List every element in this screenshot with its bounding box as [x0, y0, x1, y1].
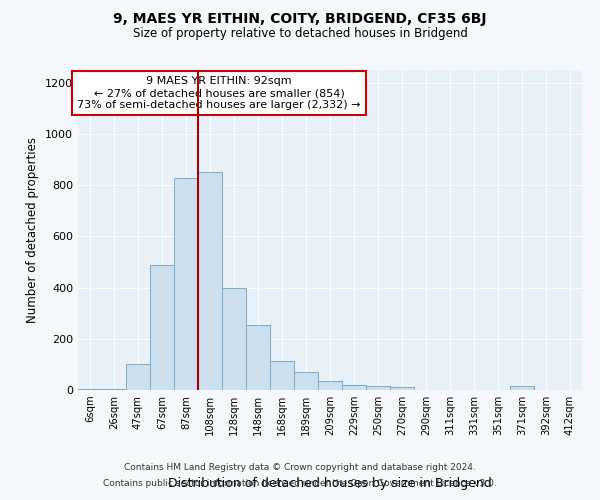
- Text: Size of property relative to detached houses in Bridgend: Size of property relative to detached ho…: [133, 28, 467, 40]
- Text: 9 MAES YR EITHIN: 92sqm
← 27% of detached houses are smaller (854)
73% of semi-d: 9 MAES YR EITHIN: 92sqm ← 27% of detache…: [77, 76, 361, 110]
- Bar: [198, 172, 222, 390]
- Bar: [150, 264, 174, 390]
- Bar: [366, 386, 390, 390]
- Text: Contains HM Land Registry data © Crown copyright and database right 2024.: Contains HM Land Registry data © Crown c…: [124, 464, 476, 472]
- Text: 9, MAES YR EITHIN, COITY, BRIDGEND, CF35 6BJ: 9, MAES YR EITHIN, COITY, BRIDGEND, CF35…: [113, 12, 487, 26]
- Bar: [246, 324, 270, 390]
- Bar: [78, 388, 102, 390]
- Bar: [510, 386, 534, 390]
- Bar: [342, 385, 366, 390]
- Bar: [390, 388, 414, 390]
- Bar: [174, 178, 198, 390]
- Text: Contains public sector information licensed under the Open Government Licence v3: Contains public sector information licen…: [103, 478, 497, 488]
- Bar: [222, 288, 246, 390]
- Bar: [270, 360, 294, 390]
- Bar: [102, 388, 126, 390]
- Bar: [126, 364, 150, 390]
- Bar: [318, 381, 342, 390]
- Y-axis label: Number of detached properties: Number of detached properties: [26, 137, 40, 323]
- X-axis label: Distribution of detached houses by size in Bridgend: Distribution of detached houses by size …: [168, 477, 492, 490]
- Bar: [294, 372, 318, 390]
